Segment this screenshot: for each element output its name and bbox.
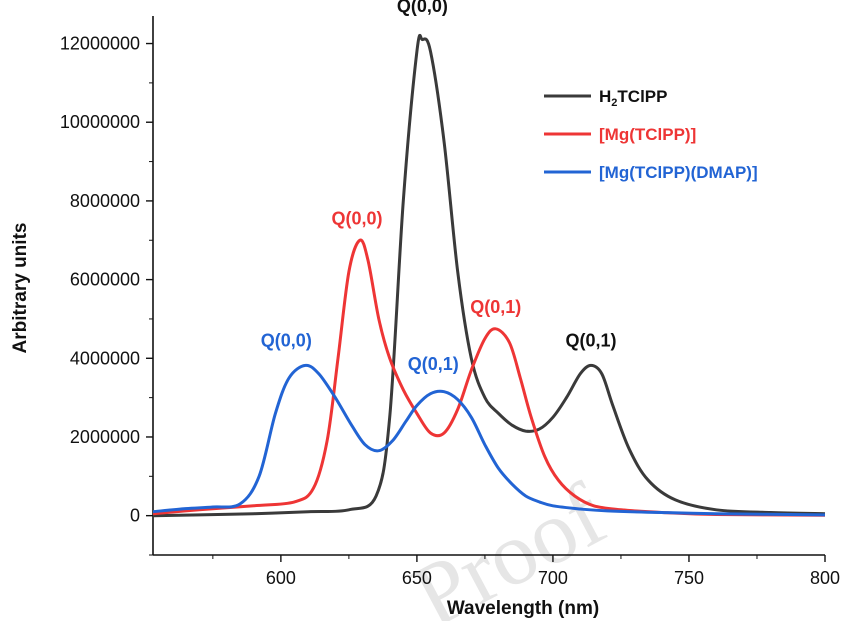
peak-annotation: Q(0,0) — [332, 209, 383, 229]
series-h2tclpp-line — [152, 33, 826, 518]
legend-label: H2TClPP — [599, 87, 667, 109]
peak-annotation: Q(0,1) — [566, 330, 617, 350]
peak-annotation: Q(0,1) — [470, 297, 521, 317]
x-tick-label: 800 — [810, 568, 840, 588]
peak-annotation: Q(0,1) — [408, 354, 459, 374]
x-tick-label: 600 — [266, 568, 296, 588]
y-tick-label: 12000000 — [60, 34, 140, 54]
y-tick-label: 0 — [130, 506, 140, 526]
peak-annotation: Q(0,0) — [397, 0, 448, 16]
x-tick-label: 650 — [402, 568, 432, 588]
y-tick-label: 10000000 — [60, 112, 140, 132]
y-tick-label: 2000000 — [70, 427, 140, 447]
series-mg-tclpp-line — [152, 238, 826, 517]
x-axis-label: Wavelength (nm) — [447, 598, 599, 619]
series-mg-tclpp-dmap-line — [152, 363, 826, 517]
series-layer — [152, 33, 826, 518]
peak-annotation: Q(0,0) — [261, 330, 312, 350]
y-tick-label: 4000000 — [70, 348, 140, 368]
legend-label: [Mg(TClPP)(DMAP)] — [599, 163, 758, 182]
y-tick-label: 8000000 — [70, 191, 140, 211]
legend-label: [Mg(TClPP)] — [599, 125, 696, 144]
legend: H2TClPP [Mg(TClPP)] [Mg(TClPP)(DMAP)] — [544, 87, 758, 182]
x-tick-label: 700 — [538, 568, 568, 588]
y-axis-label: Arbitrary units — [10, 223, 31, 354]
x-tick-label: 750 — [674, 568, 704, 588]
y-tick-label: 6000000 — [70, 270, 140, 290]
axes-layer: 0 2000000 4000000 6000000 8000000 10000000 120… — [60, 16, 840, 588]
annotation-layer: Q(0,0) Q(0,1) Q(0,0) Q(0,1) Q(0,0) Q(0,1) — [261, 0, 617, 374]
